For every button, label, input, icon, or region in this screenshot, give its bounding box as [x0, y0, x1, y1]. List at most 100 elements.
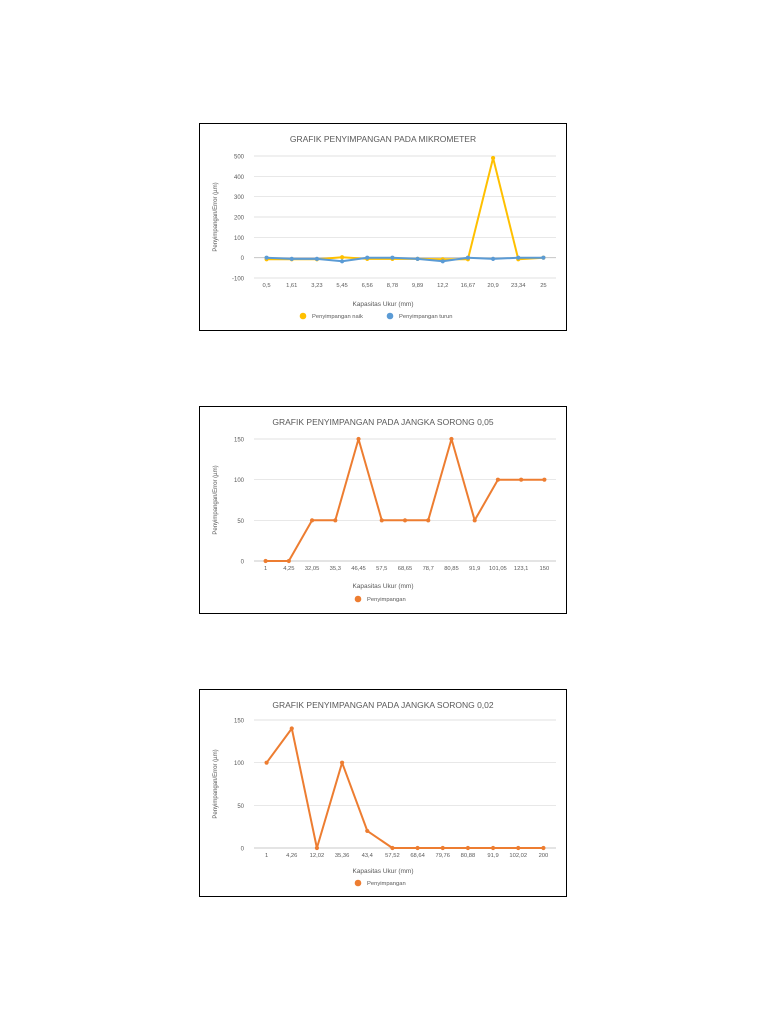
x-tick-label: 32,05 — [305, 566, 320, 572]
chart-title: GRAFIK PENYIMPANGAN PADA JANGKA SORONG 0… — [272, 700, 493, 710]
x-tick-label: 79,76 — [435, 853, 450, 859]
chart-mikrometer: GRAFIK PENYIMPANGAN PADA MIKROMETER -100 0… — [199, 123, 567, 331]
y-tick-label: 500 — [234, 155, 245, 161]
x-tick-label: 91,9 — [487, 853, 498, 859]
legend-label: Penyimpangan turun — [399, 314, 453, 320]
y-tick-label: 50 — [237, 804, 244, 810]
y-tick-label: 50 — [237, 519, 244, 525]
data-point — [365, 828, 370, 834]
data-point — [516, 845, 521, 851]
legend-marker — [354, 595, 362, 603]
legend-marker — [354, 879, 362, 887]
y-tick-label: 150 — [234, 438, 245, 444]
y-tick-label: -100 — [232, 277, 245, 283]
legend-label: Penyimpangan naik — [312, 314, 363, 320]
y-axis-title: Penyimpangan/Error (µm) — [213, 465, 219, 534]
data-point — [356, 436, 361, 442]
chart-svg: GRAFIK PENYIMPANGAN PADA MIKROMETER -100 0… — [213, 134, 556, 320]
data-point — [519, 477, 524, 482]
y-tick-label: 150 — [234, 719, 245, 725]
chart-title: GRAFIK PENYIMPANGAN PADA JANGKA SORONG 0… — [272, 417, 493, 427]
y-tick-label: 300 — [234, 195, 245, 201]
x-tick-label: 57,5 — [376, 566, 387, 572]
x-tick-label: 101,05 — [489, 566, 507, 572]
series-line — [266, 157, 544, 261]
y-axis-title: Penyimpangan/Error (µm) — [213, 182, 219, 251]
y-tick-label: 0 — [241, 560, 245, 566]
x-tick-label: 68,64 — [410, 853, 425, 859]
data-point — [490, 845, 496, 851]
x-tick-label: 35,36 — [335, 853, 350, 859]
series-line — [266, 256, 544, 263]
legend-label: Penyimpangan — [367, 881, 406, 887]
data-point — [440, 845, 445, 851]
x-tick-label: 80,85 — [444, 566, 459, 572]
data-point — [542, 477, 547, 482]
x-tick-label: 5,45 — [336, 283, 347, 289]
x-axis-title: Kapasitas Ukur (mm) — [352, 868, 413, 875]
x-tick-label: 23,34 — [511, 283, 526, 289]
data-point — [264, 760, 269, 765]
data-point — [472, 518, 477, 523]
x-tick-label: 68,65 — [398, 566, 413, 572]
x-tick-label: 46,45 — [351, 566, 366, 572]
data-point — [264, 255, 269, 260]
data-point — [541, 255, 546, 260]
chart-jangka-sorong-002: GRAFIK PENYIMPANGAN PADA JANGKA SORONG 0… — [199, 689, 567, 897]
data-point — [314, 845, 320, 851]
chart-svg: GRAFIK PENYIMPANGAN PADA JANGKA SORONG 0… — [213, 700, 556, 887]
y-tick-label: 400 — [234, 175, 245, 181]
y-tick-label: 0 — [241, 847, 245, 853]
data-point — [289, 256, 294, 261]
x-tick-label: 6,56 — [362, 283, 373, 289]
x-tick-label: 12,2 — [437, 283, 448, 289]
data-point — [465, 255, 471, 260]
y-tick-label: 0 — [241, 256, 245, 262]
x-tick-label: 9,89 — [412, 283, 423, 289]
y-tick-label: 200 — [234, 216, 245, 222]
data-point — [465, 845, 471, 851]
y-axis-title: Penyimpangan/Error (µm) — [213, 749, 219, 818]
chart-svg: GRAFIK PENYIMPANGAN PADA JANGKA SORONG 0… — [213, 417, 556, 603]
data-point — [440, 259, 445, 264]
data-point — [426, 518, 431, 523]
x-tick-label: 4,25 — [283, 566, 294, 572]
data-point — [309, 518, 315, 523]
y-tick-label: 100 — [234, 478, 245, 484]
data-point — [339, 255, 345, 260]
data-point — [314, 256, 320, 261]
data-point — [449, 436, 454, 442]
data-point — [379, 518, 384, 523]
x-tick-label: 35,3 — [330, 566, 341, 572]
x-tick-label: 20,9 — [487, 283, 498, 289]
x-tick-label: 8,78 — [387, 283, 398, 289]
series-line — [265, 438, 545, 562]
legend-label: Penyimpangan — [367, 597, 406, 603]
data-point — [390, 255, 395, 260]
x-tick-label: 4,26 — [286, 853, 297, 859]
chart-title: GRAFIK PENYIMPANGAN PADA MIKROMETER — [290, 134, 476, 144]
data-point — [365, 255, 370, 260]
x-tick-label: 123,1 — [514, 566, 529, 572]
data-point — [415, 256, 420, 261]
legend-marker — [299, 312, 307, 320]
x-axis-title: Kapasitas Ukur (mm) — [352, 301, 413, 308]
x-tick-label: 80,88 — [461, 853, 476, 859]
data-point — [516, 255, 521, 260]
x-tick-label: 16,67 — [461, 283, 476, 289]
data-point — [263, 558, 268, 564]
chart-jangka-sorong-005: GRAFIK PENYIMPANGAN PADA JANGKA SORONG 0… — [199, 406, 567, 614]
data-point — [333, 518, 338, 523]
data-point — [286, 558, 291, 564]
x-tick-label: 1,61 — [286, 283, 297, 289]
x-tick-label: 25 — [540, 283, 546, 289]
x-tick-label: 1 — [264, 566, 267, 572]
data-point — [490, 256, 496, 261]
data-point — [495, 477, 501, 482]
data-point — [289, 726, 294, 731]
x-tick-label: 1 — [265, 853, 268, 859]
series-line — [265, 727, 544, 849]
x-tick-label: 57,52 — [385, 853, 400, 859]
data-point — [541, 845, 546, 851]
x-tick-label: 102,02 — [509, 853, 527, 859]
